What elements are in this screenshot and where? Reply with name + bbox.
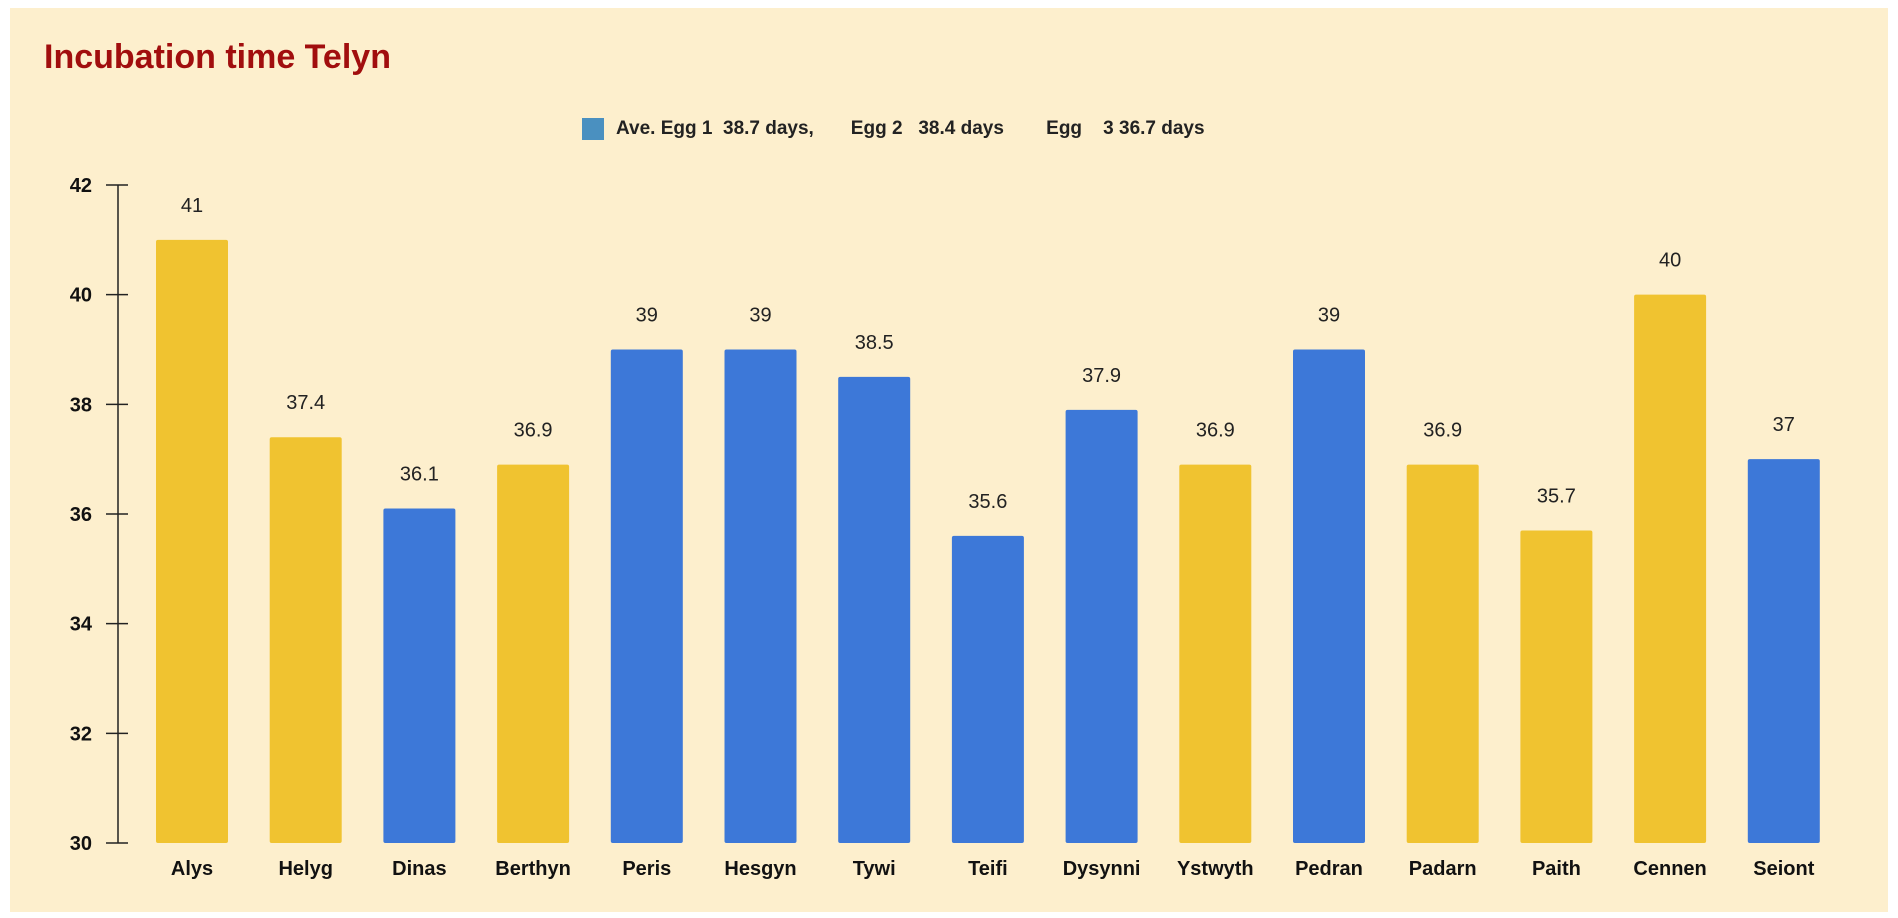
category-label: Seiont (1753, 858, 1814, 880)
bar-cennen (1634, 294, 1707, 844)
category-label: Paith (1532, 858, 1581, 880)
category-label: Dysynni (1063, 858, 1141, 880)
y-tick-label: 30 (70, 833, 92, 855)
bars (156, 239, 1820, 844)
bar-teifi (951, 535, 1024, 843)
bar-hesgyn (724, 349, 797, 843)
data-label: 39 (1318, 305, 1340, 327)
bar-dysynni (1065, 409, 1138, 843)
category-label: Berthyn (495, 858, 571, 880)
data-label: 37.9 (1082, 365, 1121, 387)
category-label: Padarn (1409, 858, 1477, 880)
bar-padarn (1406, 464, 1479, 843)
y-axis: 30 32 34 36 38 40 42 (70, 175, 128, 855)
category-label: Helyg (278, 858, 332, 880)
data-label: 40 (1659, 250, 1681, 272)
bar-paith (1520, 530, 1593, 843)
bar-dinas (383, 508, 456, 843)
category-label: Teifi (968, 858, 1008, 880)
data-label: 38.5 (855, 332, 894, 354)
category-label: Tywi (853, 858, 896, 880)
data-label: 35.6 (968, 491, 1007, 513)
y-tick-label: 40 (70, 285, 92, 307)
category-label: Alys (171, 858, 213, 880)
bar-ystwyth (1179, 464, 1252, 843)
data-label: 36.9 (1423, 420, 1462, 442)
bar-berthyn (497, 464, 570, 843)
data-label: 36.9 (1196, 420, 1235, 442)
y-tick-label: 42 (70, 175, 92, 197)
category-labels: Alys Helyg Dinas Berthyn Peris Hesgyn Tywi Teif… (171, 858, 1815, 880)
category-label: Cennen (1633, 858, 1706, 880)
bar-pedran (1293, 349, 1365, 843)
data-labels: 41 37.4 36.1 36.9 39 39 38.5 35.6 37.9 36.9 39 36.9… (181, 195, 1795, 513)
data-label: 35.7 (1537, 485, 1576, 507)
data-label: 39 (749, 305, 771, 327)
bar-seiont (1747, 459, 1820, 843)
legend: Ave. Egg 1 38.7 days, Egg 2 38.4 days Eg… (582, 118, 1205, 140)
data-label: 36.9 (514, 420, 553, 442)
chart-title: Incubation time Telyn (44, 38, 391, 76)
category-label: Dinas (392, 858, 446, 880)
legend-swatch (582, 118, 604, 140)
category-label: Peris (622, 858, 671, 880)
bar-helyg (269, 437, 342, 843)
bar-tywi (838, 376, 911, 843)
category-label: Pedran (1295, 858, 1363, 880)
bar-peris (610, 349, 683, 843)
y-tick-label: 36 (70, 504, 92, 526)
y-tick-label: 32 (70, 723, 92, 745)
data-label: 36.1 (400, 464, 439, 486)
data-label: 39 (636, 305, 658, 327)
data-label: 41 (181, 195, 203, 217)
category-label: Ystwyth (1177, 858, 1254, 880)
category-label: Hesgyn (724, 858, 796, 880)
bar-alys (156, 239, 228, 844)
data-label: 37.4 (286, 392, 325, 414)
data-label: 37 (1773, 414, 1795, 436)
y-tick-label: 38 (70, 394, 92, 416)
legend-label: Ave. Egg 1 38.7 days, Egg 2 38.4 days Eg… (616, 118, 1205, 139)
y-tick-label: 34 (70, 614, 93, 636)
